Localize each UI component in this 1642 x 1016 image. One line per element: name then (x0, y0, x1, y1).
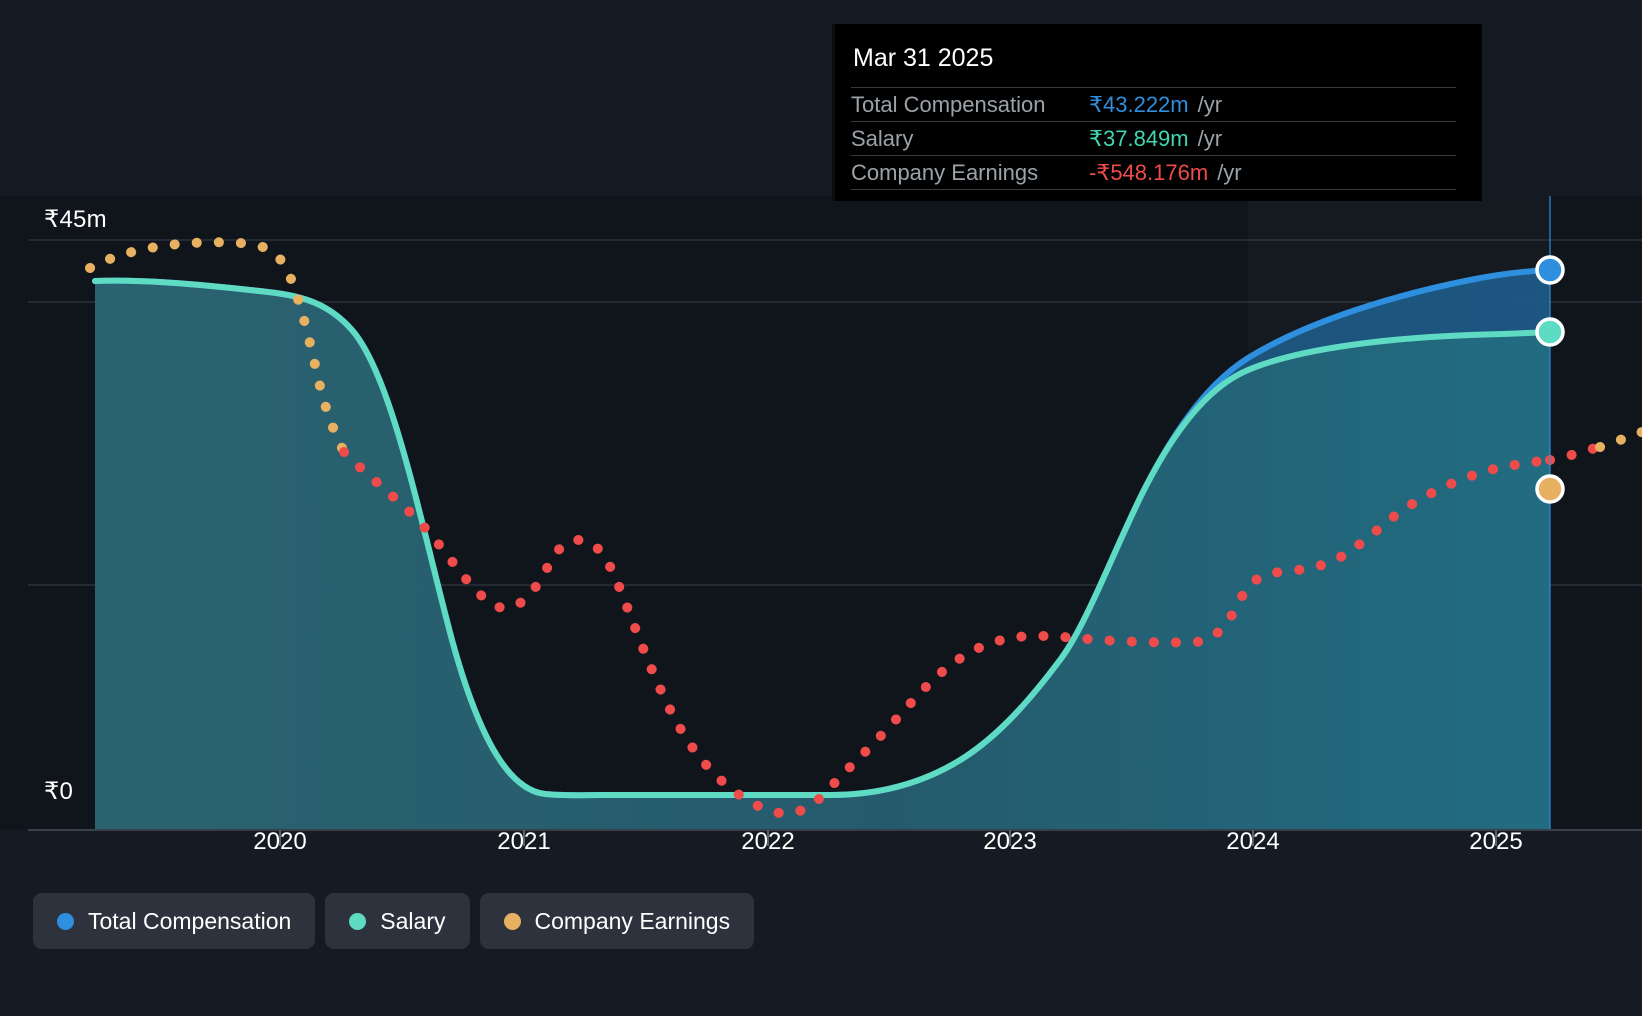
legend-item-total-compensation[interactable]: Total Compensation (33, 893, 316, 949)
series-area-salary (95, 280, 1550, 830)
x-axis-label-2024: 2024 (1226, 828, 1280, 855)
x-axis-label-2021: 2021 (497, 828, 551, 855)
tooltip-row-salary: Salary ₹37.849m /yr (851, 121, 1456, 155)
tooltip-row-company-earnings: Company Earnings -₹548.176m /yr (851, 155, 1456, 189)
series-line-salary (92, 277, 1553, 799)
tooltip-value-salary: ₹37.849m (1089, 125, 1189, 151)
tooltip-value-total-compensation: ₹43.222m (1089, 91, 1189, 117)
legend-label-total-compensation: Total Compensation (88, 907, 292, 934)
tooltip-unit-salary: /yr (1197, 125, 1223, 151)
chart-plot-area (28, 196, 1642, 846)
tooltip-bottom-divider (851, 189, 1456, 191)
tooltip-title: Mar 31 2025 (853, 44, 994, 72)
x-axis-label-2025: 2025 (1469, 828, 1523, 855)
legend-label-salary: Salary (380, 907, 446, 934)
chart-tooltip: Mar 31 2025 Total Compensation ₹43.222m … (832, 24, 1482, 201)
tooltip-row-total-compensation: Total Compensation ₹43.222m /yr (851, 87, 1456, 121)
tooltip-unit-company-earnings: /yr (1217, 159, 1242, 185)
tooltip-label-salary: Salary (851, 125, 914, 151)
x-axis-ticks (279, 830, 1497, 846)
legend-item-salary[interactable]: Salary (325, 893, 470, 949)
y-axis-label-bottom: ₹0 (44, 778, 74, 805)
x-axis-label-2022: 2022 (741, 828, 795, 855)
x-axis-label-2020: 2020 (253, 828, 307, 855)
tooltip-value-company-earnings: -₹548.176m (1089, 159, 1209, 185)
x-axis-label-2023: 2023 (983, 828, 1037, 855)
legend-label-company-earnings: Company Earnings (534, 907, 731, 934)
y-axis-label-top: ₹45m (44, 206, 107, 233)
series-line-company-earnings-trailing-positive (1595, 427, 1642, 452)
legend-item-company-earnings[interactable]: Company Earnings (479, 893, 755, 949)
legend-dot-icon-company-earnings (503, 912, 521, 930)
tooltip-unit-total-compensation: /yr (1197, 91, 1223, 117)
endpoint-marker-total-compensation (1535, 255, 1565, 285)
tooltip-label-company-earnings: Company Earnings (851, 159, 1039, 185)
endpoint-marker-salary (1535, 317, 1565, 347)
endpoint-marker-company-earnings (1535, 474, 1565, 504)
legend-dot-icon-salary (349, 912, 367, 930)
legend-dot-icon-total-compensation (57, 912, 74, 930)
series-line-company-earnings-negative (339, 447, 1555, 819)
tooltip-label-total-compensation: Total Compensation (851, 91, 1046, 117)
chart-legend: Total Compensation Salary Company Earnin… (33, 893, 755, 949)
